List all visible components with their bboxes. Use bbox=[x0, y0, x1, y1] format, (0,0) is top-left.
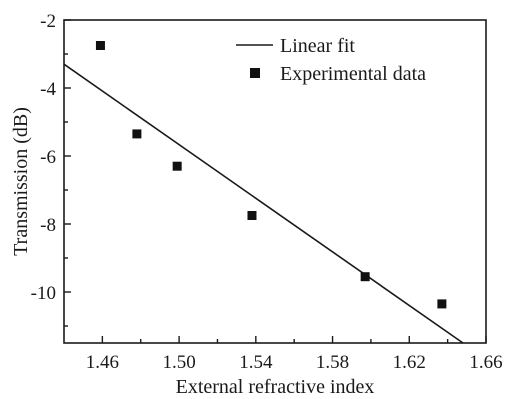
data-point bbox=[247, 211, 257, 220]
y-tick-label: -2 bbox=[40, 11, 56, 32]
data-point bbox=[95, 41, 105, 50]
x-axis-title: External refractive index bbox=[176, 376, 375, 398]
data-point bbox=[360, 272, 370, 282]
x-tick-label: 1.62 bbox=[393, 352, 426, 373]
y-tick-label: -8 bbox=[40, 215, 56, 236]
x-tick-label: 1.66 bbox=[469, 352, 502, 373]
legend-label-linear-fit: Linear fit bbox=[280, 35, 355, 57]
y-tick-label: -6 bbox=[40, 147, 56, 168]
y-tick-label: -10 bbox=[31, 283, 56, 304]
legend-label-experimental-data: Experimental data bbox=[280, 63, 426, 85]
x-tick-label: 1.58 bbox=[316, 352, 349, 373]
legend: Linear fit Experimental data bbox=[236, 35, 426, 85]
data-point bbox=[132, 129, 142, 139]
y-tick-label: -4 bbox=[40, 79, 56, 100]
plot-frame bbox=[63, 19, 487, 344]
x-tick-label: 1.46 bbox=[86, 352, 119, 373]
y-axis-title: Transmission (dB) bbox=[10, 107, 32, 256]
data-point bbox=[437, 299, 447, 309]
x-tick-label: 1.50 bbox=[162, 352, 195, 373]
plot-series bbox=[63, 41, 464, 344]
linear-fit-line bbox=[63, 63, 464, 344]
axes: 1.46 1.50 1.54 1.58 1.62 1.66 -2 -4 -6 -8 -10 Exter… bbox=[10, 11, 503, 398]
data-point bbox=[172, 161, 182, 171]
legend-square-swatch bbox=[250, 68, 260, 78]
x-tick-label: 1.54 bbox=[239, 352, 273, 373]
